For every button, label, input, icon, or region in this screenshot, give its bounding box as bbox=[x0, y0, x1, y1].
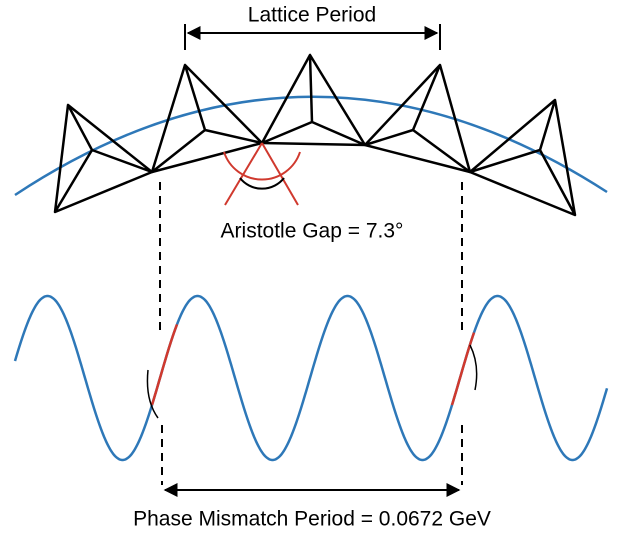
gap-angle bbox=[223, 142, 301, 206]
phase-period-label: Phase Mismatch Period = 0.0672 GeV bbox=[133, 508, 491, 531]
tetrahedra bbox=[53, 53, 577, 217]
lattice-period-arrow bbox=[184, 24, 441, 50]
guide-lines bbox=[159, 182, 463, 485]
lattice-period-label: Lattice Period bbox=[248, 4, 376, 27]
mismatch-segment bbox=[450, 332, 476, 406]
mismatch-segment bbox=[150, 323, 179, 406]
phase-arcs bbox=[146, 344, 478, 419]
phase-wave bbox=[13, 294, 609, 462]
aristotle-gap-label: Aristotle Gap = 7.3° bbox=[221, 220, 404, 243]
